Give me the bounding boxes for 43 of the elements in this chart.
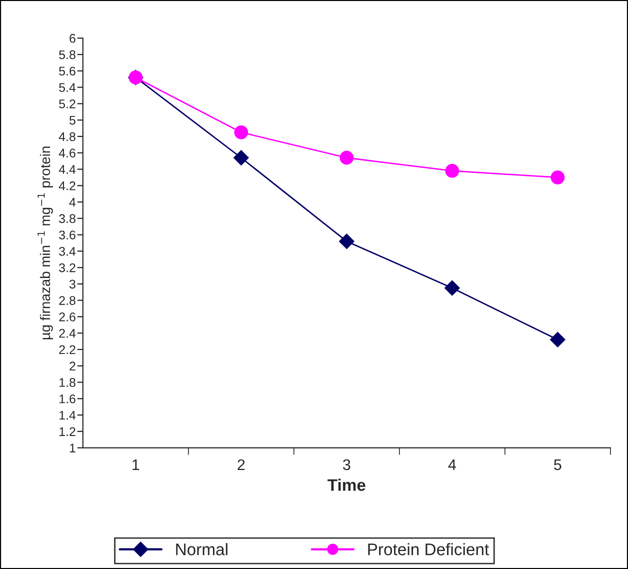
- x-axis-title: Time: [328, 478, 366, 491]
- y-tick-label: 1.6: [60, 394, 76, 404]
- legend-label: Protein Deficient: [368, 543, 489, 556]
- x-tick-label: 2: [238, 459, 245, 470]
- y-tick-label: 3.6: [59, 230, 76, 240]
- y-tick-label: 6: [70, 34, 76, 43]
- point: [234, 150, 249, 166]
- y-tick-label: 2.4: [59, 328, 76, 338]
- y-tick-label: 1.4: [60, 410, 76, 420]
- y-tick-label: 5.6: [59, 66, 76, 76]
- y-tick-label: 4.4: [58, 165, 76, 174]
- y-tick-label: 3: [69, 280, 76, 289]
- point: [340, 150, 354, 165]
- x-tick-label: 5: [554, 459, 562, 470]
- y-tick-label: 3.2: [59, 263, 76, 272]
- point: [550, 332, 566, 348]
- y-axis-title: µg firnazab min$^{−1}$ mg$^{−1}$ protein: [38, 146, 53, 340]
- y-tick-label: 3.4: [59, 246, 76, 256]
- legend-label: Normal: [176, 543, 228, 556]
- y-tick-label: 4.2: [58, 181, 76, 190]
- y-tick-label: 2: [70, 362, 76, 370]
- y-tick-label: 5: [70, 116, 76, 125]
- y-tick-label: 5.4: [59, 83, 76, 92]
- y-tick-label: 2.8: [59, 296, 76, 305]
- y-tick-label: 5.2: [59, 99, 76, 108]
- y-tick-label: 5.8: [59, 50, 76, 60]
- y-tick-label: 3.8: [59, 214, 76, 224]
- point: [339, 234, 354, 249]
- x-tick-label: 1: [132, 459, 140, 470]
- point: [445, 164, 460, 178]
- y-tick-label: 1.8: [60, 378, 76, 387]
- y-tick-label: 4.8: [58, 132, 76, 142]
- point: [444, 280, 460, 296]
- y-tick-label: 2.6: [59, 312, 76, 322]
- y-tick-label: 4: [69, 198, 76, 207]
- y-tick-label: 4.6: [58, 148, 76, 158]
- y-tick-label: 1: [70, 444, 76, 452]
- y-tick-label: 1.2: [60, 427, 76, 436]
- point: [550, 170, 565, 184]
- point: [234, 125, 248, 140]
- y-tick-label: 2.2: [59, 345, 76, 354]
- x-tick-label: 3: [342, 459, 350, 470]
- x-tick-label: 4: [448, 459, 456, 470]
